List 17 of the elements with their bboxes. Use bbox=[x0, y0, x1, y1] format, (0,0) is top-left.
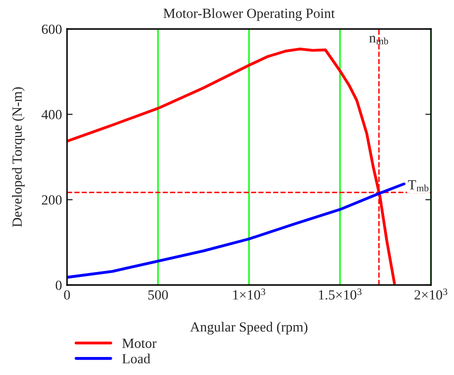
ref-line-label: T$_{mb}$ bbox=[408, 180, 428, 192]
y-axis-title: Developed Torque (N-m) bbox=[12, 87, 25, 227]
line-series bbox=[67, 182, 406, 279]
legend-label: Load bbox=[122, 354, 150, 364]
x-tick-label: 0 bbox=[64, 290, 70, 300]
x-tick-label: 2×10$^{3}$ bbox=[414, 288, 448, 300]
y-tick-label: 400 bbox=[42, 110, 62, 120]
y-tick-label: 200 bbox=[42, 195, 62, 205]
ref-line-label: n$_{mb}$ bbox=[369, 36, 388, 44]
y-tick-label: 0 bbox=[56, 280, 62, 290]
x-tick-label: 1.5×10$^{3}$ bbox=[319, 288, 362, 300]
y-tick-label: 600 bbox=[42, 24, 62, 34]
x-tick-label: 1×10$^{3}$ bbox=[233, 288, 266, 300]
x-axis-title: Angular Speed (rpm) bbox=[190, 322, 308, 335]
legend-label: Motor bbox=[122, 338, 156, 348]
chart-title: Motor-Blower Operating Point bbox=[164, 8, 335, 21]
x-tick-label: 500 bbox=[148, 290, 168, 300]
